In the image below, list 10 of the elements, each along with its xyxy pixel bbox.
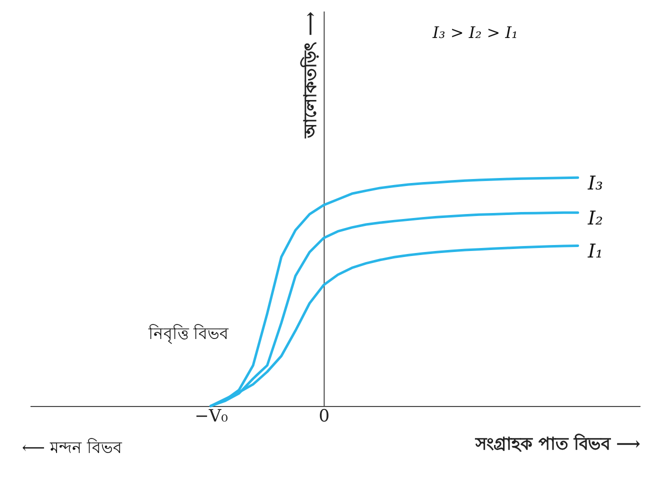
series-label: I₁ xyxy=(586,240,603,263)
series-label: I₂ xyxy=(586,208,603,230)
text: ⟵ মন্দন বিভব xyxy=(22,438,124,457)
x-tick-label: 0 xyxy=(318,406,330,426)
x-axis-title: সংগ্রাহক পাত বিভব ⟶ xyxy=(474,432,640,454)
y-axis-title: আলোকতড়িৎ ⟶ xyxy=(299,12,322,139)
x-tick-label: −V₀ xyxy=(194,406,228,426)
series-label: I₃ xyxy=(586,172,603,195)
annotation: নিবৃত্তি বিভব xyxy=(148,324,230,344)
text: I₃ > I₂ > I₁ xyxy=(432,23,518,42)
